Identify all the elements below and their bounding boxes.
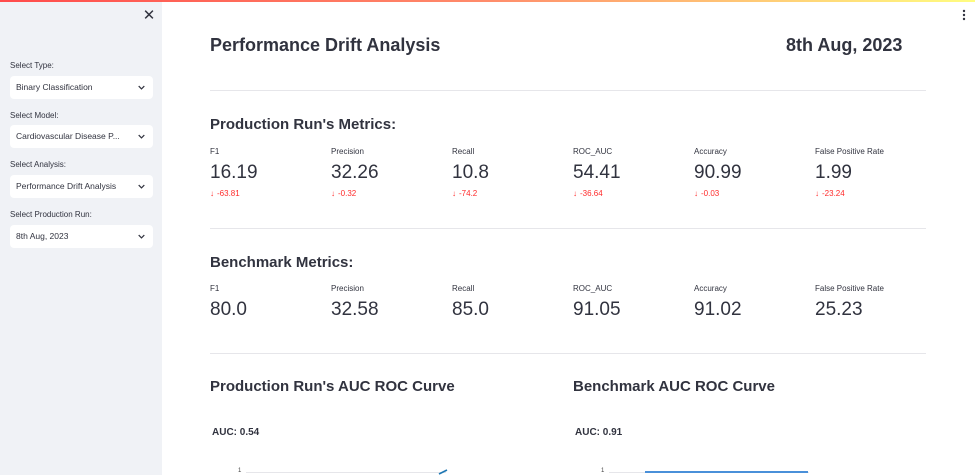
benchmark-metric-roc-auc: ROC_AUC 91.05 xyxy=(573,283,688,321)
benchmark-auc-value: AUC: 0.91 xyxy=(575,427,623,438)
analysis-select-value: Performance Drift Analysis xyxy=(16,181,117,191)
benchmark-metric-fpr: False Positive Rate 25.23 xyxy=(815,283,930,321)
production-metric-recall: Recall 10.8 ↓ -74.2 xyxy=(452,146,567,200)
type-select[interactable]: Binary Classification xyxy=(10,76,153,99)
metric-label: ROC_AUC xyxy=(573,284,613,293)
benchmark-auc-roc-heading: Benchmark AUC ROC Curve xyxy=(573,378,775,395)
metric-label: Recall xyxy=(452,284,475,293)
metric-delta-value: -74.2 xyxy=(459,189,478,198)
production-metrics-heading: Production Run's Metrics: xyxy=(210,116,397,133)
benchmark-roc-chart: 1 xyxy=(573,462,823,475)
arrow-down-icon: ↓ xyxy=(694,189,698,198)
divider xyxy=(210,90,926,91)
metric-value: 32.58 xyxy=(331,299,379,320)
metric-label: Recall xyxy=(452,147,475,156)
y-tick-label: 1 xyxy=(238,468,242,474)
metric-delta-value: -23.24 xyxy=(822,189,845,198)
roc-curve-segment xyxy=(438,469,448,475)
benchmark-metric-precision: Precision 32.58 xyxy=(331,283,446,321)
metric-delta-value: -0.03 xyxy=(701,189,720,198)
metric-label: ROC_AUC xyxy=(573,147,613,156)
production-metric-precision: Precision 32.26 ↓ -0.32 xyxy=(331,146,446,200)
production-roc-chart: 1 xyxy=(210,462,460,475)
metric-delta: ↓ -36.64 xyxy=(573,188,688,200)
metric-delta: ↓ -0.32 xyxy=(331,188,446,200)
metric-delta-value: -63.81 xyxy=(217,189,240,198)
model-label: Select Model: xyxy=(10,111,59,120)
production-run-select[interactable]: 8th Aug, 2023 xyxy=(10,225,153,248)
metric-label: False Positive Rate xyxy=(815,147,884,156)
metric-delta: ↓ -23.24 xyxy=(815,188,930,200)
divider xyxy=(210,228,926,229)
metric-value: 54.41 xyxy=(573,162,621,183)
metric-label: Accuracy xyxy=(694,284,727,293)
roc-curve-segment xyxy=(645,471,808,473)
metric-delta: ↓ -63.81 xyxy=(210,188,325,200)
benchmark-metric-f1: F1 80.0 xyxy=(210,283,325,321)
metric-label: F1 xyxy=(210,284,220,293)
close-icon[interactable]: ✕ xyxy=(142,7,156,24)
production-run-select-value: 8th Aug, 2023 xyxy=(16,231,69,241)
metric-value: 91.05 xyxy=(573,299,621,320)
benchmark-metric-accuracy: Accuracy 91.02 xyxy=(694,283,809,321)
metric-value: 10.8 xyxy=(452,162,489,183)
production-run-label: Select Production Run: xyxy=(10,210,92,219)
metric-value: 85.0 xyxy=(452,299,489,320)
metric-label: Precision xyxy=(331,284,364,293)
gridline xyxy=(246,472,446,473)
arrow-down-icon: ↓ xyxy=(331,189,335,198)
arrow-down-icon: ↓ xyxy=(210,189,214,198)
chevron-down-icon xyxy=(138,234,145,239)
arrow-down-icon: ↓ xyxy=(573,189,577,198)
production-auc-value: AUC: 0.54 xyxy=(212,427,260,438)
analysis-label: Select Analysis: xyxy=(10,160,67,169)
metric-value: 80.0 xyxy=(210,299,247,320)
page-date: 8th Aug, 2023 xyxy=(786,35,903,55)
metric-value: 1.99 xyxy=(815,162,852,183)
page-title: Performance Drift Analysis xyxy=(210,35,441,55)
y-tick-label: 1 xyxy=(601,468,605,474)
divider xyxy=(210,353,926,354)
chevron-down-icon xyxy=(138,184,145,189)
chevron-down-icon xyxy=(138,85,145,90)
metric-label: Precision xyxy=(331,147,364,156)
metric-value: 16.19 xyxy=(210,162,258,183)
metric-label: Accuracy xyxy=(694,147,727,156)
arrow-down-icon: ↓ xyxy=(452,189,456,198)
type-select-value: Binary Classification xyxy=(16,82,93,92)
kebab-menu-icon[interactable] xyxy=(960,9,968,21)
production-metric-f1: F1 16.19 ↓ -63.81 xyxy=(210,146,325,200)
model-select-value: Cardiovascular Disease P... xyxy=(16,131,120,141)
model-select[interactable]: Cardiovascular Disease P... xyxy=(10,125,153,148)
type-label: Select Type: xyxy=(10,61,54,70)
arrow-down-icon: ↓ xyxy=(815,189,819,198)
metric-value: 91.02 xyxy=(694,299,742,320)
metric-delta: ↓ -0.03 xyxy=(694,188,809,200)
production-auc-roc-heading: Production Run's AUC ROC Curve xyxy=(210,378,455,395)
benchmark-metric-recall: Recall 85.0 xyxy=(452,283,567,321)
metric-delta-value: -36.64 xyxy=(580,189,603,198)
metric-label: False Positive Rate xyxy=(815,284,884,293)
metric-value: 32.26 xyxy=(331,162,379,183)
benchmark-metrics-heading: Benchmark Metrics: xyxy=(210,254,354,271)
production-metric-accuracy: Accuracy 90.99 ↓ -0.03 xyxy=(694,146,809,200)
metric-delta: ↓ -74.2 xyxy=(452,188,567,200)
metric-delta-value: -0.32 xyxy=(338,189,357,198)
production-metric-fpr: False Positive Rate 1.99 ↓ -23.24 xyxy=(815,146,930,200)
metric-value: 90.99 xyxy=(694,162,742,183)
top-decoration-bar xyxy=(0,0,975,2)
production-metric-roc-auc: ROC_AUC 54.41 ↓ -36.64 xyxy=(573,146,688,200)
metric-label: F1 xyxy=(210,147,220,156)
chevron-down-icon xyxy=(138,134,145,139)
analysis-select[interactable]: Performance Drift Analysis xyxy=(10,175,153,198)
metric-value: 25.23 xyxy=(815,299,863,320)
sidebar: ✕ Select Type: Binary Classification Sel… xyxy=(0,0,162,475)
